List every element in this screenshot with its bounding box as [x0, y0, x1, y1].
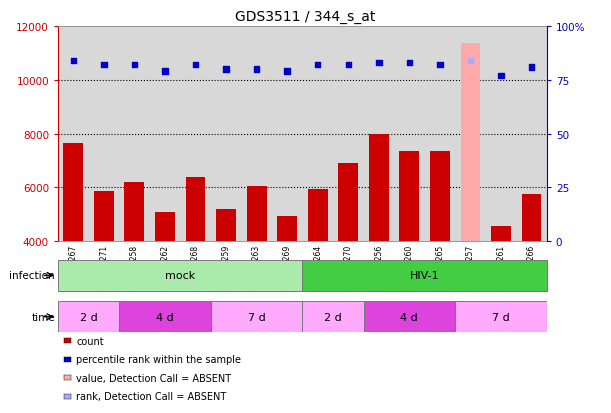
Point: [466, 58, 475, 64]
Bar: [522, 195, 541, 349]
Point: [343, 62, 353, 69]
Bar: [186, 177, 205, 349]
Bar: [247, 187, 266, 349]
Text: 4 d: 4 d: [400, 312, 419, 322]
Text: 7 d: 7 d: [492, 312, 510, 322]
Point: [68, 58, 78, 64]
Bar: [94, 192, 114, 349]
Bar: [455, 301, 547, 332]
Point: [435, 62, 445, 69]
Bar: [369, 134, 389, 349]
Bar: [211, 301, 302, 332]
Text: percentile rank within the sample: percentile rank within the sample: [76, 354, 241, 364]
Bar: [64, 144, 83, 349]
Point: [130, 62, 139, 69]
Point: [496, 73, 506, 80]
Bar: [400, 152, 419, 349]
Point: [191, 62, 200, 69]
Bar: [302, 260, 547, 291]
Point: [282, 69, 292, 75]
Text: 4 d: 4 d: [156, 312, 174, 322]
Bar: [216, 209, 236, 349]
Point: [527, 64, 536, 71]
Bar: [308, 189, 327, 349]
Bar: [364, 301, 455, 332]
Point: [99, 62, 109, 69]
Bar: [119, 301, 211, 332]
Bar: [277, 216, 297, 349]
Bar: [430, 152, 450, 349]
Text: 7 d: 7 d: [247, 312, 266, 322]
Bar: [338, 164, 358, 349]
Text: GDS3511 / 344_s_at: GDS3511 / 344_s_at: [235, 10, 376, 24]
Text: rank, Detection Call = ABSENT: rank, Detection Call = ABSENT: [76, 392, 227, 401]
Text: infection: infection: [9, 271, 55, 281]
Bar: [125, 183, 144, 349]
Point: [404, 60, 414, 66]
Text: 2 d: 2 d: [79, 312, 98, 322]
Point: [374, 60, 384, 66]
Bar: [58, 301, 119, 332]
Bar: [58, 260, 302, 291]
Point: [252, 66, 262, 73]
Text: mock: mock: [165, 271, 196, 281]
Text: 2 d: 2 d: [324, 312, 342, 322]
Text: time: time: [31, 312, 55, 322]
Bar: [461, 44, 480, 349]
Bar: [491, 227, 511, 349]
Text: HIV-1: HIV-1: [410, 271, 439, 281]
Text: count: count: [76, 336, 104, 346]
Point: [313, 62, 323, 69]
Point: [221, 66, 231, 73]
Point: [160, 69, 170, 75]
Text: value, Detection Call = ABSENT: value, Detection Call = ABSENT: [76, 373, 232, 383]
Bar: [155, 212, 175, 349]
Bar: [302, 301, 364, 332]
